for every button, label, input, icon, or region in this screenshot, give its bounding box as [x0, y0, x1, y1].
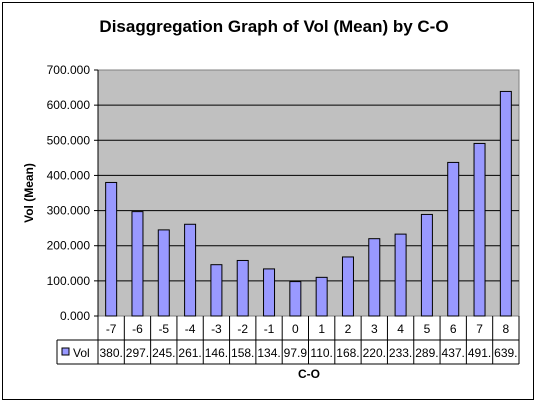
data-label: 233.: [389, 346, 412, 360]
data-label: 380.: [99, 346, 122, 360]
x-tick-label: 2: [345, 322, 352, 336]
bar: [368, 238, 381, 317]
x-tick-label: -2: [237, 322, 248, 336]
data-label: 289.: [415, 346, 438, 360]
bar: [236, 259, 249, 317]
x-axis-title: C-O: [298, 367, 320, 381]
bar: [499, 90, 512, 317]
data-label: 220.: [363, 346, 386, 360]
chart-title: Disaggregation Graph of Vol (Mean) by C-…: [99, 17, 448, 36]
x-tick-label: 4: [397, 322, 404, 336]
bars: [105, 90, 512, 317]
legend-swatch: [61, 347, 70, 356]
data-label: 491.: [468, 346, 491, 360]
bar: [184, 223, 197, 317]
x-tick-label: -4: [185, 322, 196, 336]
x-tick-label: -6: [132, 322, 143, 336]
bar: [447, 161, 460, 317]
bar: [315, 276, 328, 317]
x-tick-label: 3: [371, 322, 378, 336]
y-tick-label: 600.000: [47, 98, 91, 112]
data-label: 158.: [231, 346, 254, 360]
x-tick-label: -3: [211, 322, 222, 336]
bar: [210, 264, 223, 317]
bar: [473, 142, 486, 317]
bar: [289, 281, 302, 317]
y-axis-ticks: 0.000 100.000 200.000 300.000 400.000 500.000…: [47, 63, 99, 323]
x-tick-label: 0: [292, 322, 299, 336]
x-tick-label: -7: [106, 322, 117, 336]
y-tick-label: 200.000: [47, 239, 91, 253]
x-tick-label: -5: [158, 322, 169, 336]
x-tick-label: 7: [476, 322, 483, 336]
data-label: 261.: [178, 346, 201, 360]
bar: [341, 256, 354, 317]
bar-chart: Disaggregation Graph of Vol (Mean) by C-…: [22, 17, 520, 381]
data-label: 245.: [152, 346, 175, 360]
data-label: 134.: [257, 346, 280, 360]
y-axis-title: Vol (Mean): [22, 163, 36, 223]
y-tick-label: 100.000: [47, 274, 91, 288]
data-label: 168.: [336, 346, 359, 360]
x-tick-label: 5: [424, 322, 431, 336]
data-label: 437.: [442, 346, 465, 360]
y-tick-label: 400.000: [47, 168, 91, 182]
legend-label: Vol: [73, 346, 90, 360]
y-tick-label: 500.000: [47, 133, 91, 147]
x-tick-label: 6: [450, 322, 457, 336]
bar: [263, 268, 276, 317]
data-label: 97.9: [284, 346, 308, 360]
bar: [394, 233, 407, 317]
x-tick-label: 1: [318, 322, 325, 336]
bar: [157, 229, 170, 317]
y-tick-label: 700.000: [47, 63, 91, 77]
data-label: 297.: [126, 346, 149, 360]
x-tick-label: 8: [503, 322, 510, 336]
y-tick-label: 0.000: [60, 309, 90, 323]
bar: [420, 213, 433, 317]
data-label: 110.: [310, 346, 332, 360]
data-label: 639.: [494, 346, 517, 360]
bar: [131, 211, 144, 317]
data-label: 146.: [205, 346, 228, 360]
data-table: -7 -6 -5 -4 -3 -2 -1 0 1 2 3 4 5 6 7 8 Vol 380. 297. 245. 26…: [56, 316, 520, 365]
x-tick-label: -1: [264, 322, 275, 336]
bar: [105, 181, 118, 317]
y-tick-label: 300.000: [47, 204, 91, 218]
